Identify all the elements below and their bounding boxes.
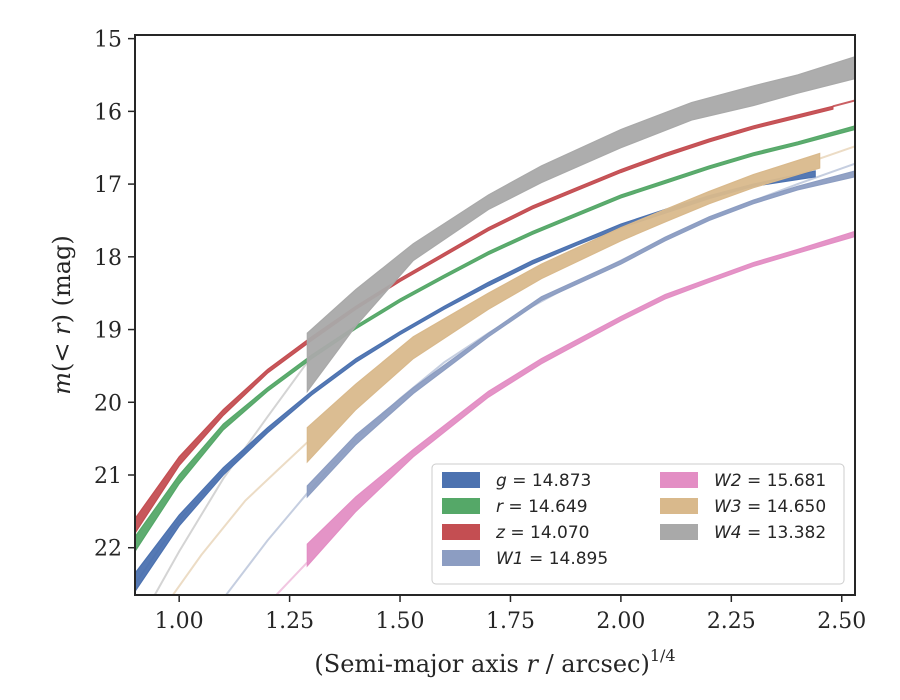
legend-label-g: g = 14.873 (496, 471, 591, 491)
photometry-bands (135, 56, 855, 593)
y-tick-label: 20 (94, 391, 122, 416)
y-axis-ticks: 15 16 17 18 19 20 21 22 (94, 28, 135, 562)
legend-swatch-r (442, 498, 480, 514)
fit-line-w4 (153, 361, 309, 595)
plot-frame (134, 34, 856, 596)
band-w3 (306, 152, 821, 464)
legend-label-w3: W3 = 14.650 (714, 497, 826, 517)
band-w1 (306, 170, 855, 499)
legend-swatch-g (442, 472, 480, 488)
band-g (135, 170, 816, 593)
fit-line-w3 (171, 441, 308, 595)
legend-label-w1: W1 = 14.895 (496, 549, 608, 569)
x-tick-label: 2.00 (596, 609, 645, 634)
x-axis-ticks: 1.00 1.25 1.50 1.75 2.00 2.25 2.50 (155, 595, 866, 634)
legend-swatch-w1 (442, 550, 480, 566)
legend-label-z: z = 14.070 (495, 523, 589, 543)
x-tick-label: 1.75 (486, 609, 535, 634)
x-axis-title: (Semi-major axis r / arcsec)1/4 (314, 646, 675, 678)
legend-swatch-z (442, 524, 480, 540)
legend-label-w4: W4 = 13.382 (714, 523, 826, 543)
y-tick-label: 16 (94, 100, 122, 125)
band-w2 (306, 230, 855, 568)
legend-label-r: r = 14.649 (496, 497, 588, 517)
y-tick-label: 21 (94, 464, 122, 489)
legend-swatch-w2 (660, 472, 698, 488)
x-tick-label: 2.25 (707, 609, 756, 634)
x-tick-label: 1.50 (376, 609, 425, 634)
legend: g = 14.873 r = 14.649 z = 14.070 W1 = 14.89… (431, 463, 845, 585)
legend-swatch-w4 (660, 524, 698, 540)
legend-label-w2: W2 = 15.681 (714, 471, 826, 491)
y-axis-title: m(< r) (mag) (48, 235, 76, 395)
y-tick-label: 18 (94, 246, 122, 271)
y-tick-label: 22 (94, 537, 122, 562)
fit-line-w2 (275, 561, 309, 595)
y-tick-label: 17 (94, 173, 122, 198)
x-tick-label: 1.00 (155, 609, 204, 634)
band-w4 (306, 56, 855, 394)
legend-box (431, 463, 845, 585)
x-tick-label: 1.25 (265, 609, 314, 634)
y-tick-label: 19 (94, 319, 122, 344)
x-tick-label: 2.50 (817, 609, 866, 634)
fit-line-z (832, 99, 855, 108)
y-tick-label: 15 (94, 28, 122, 53)
fit-line-w3 (819, 145, 855, 160)
legend-swatch-w3 (660, 498, 698, 514)
